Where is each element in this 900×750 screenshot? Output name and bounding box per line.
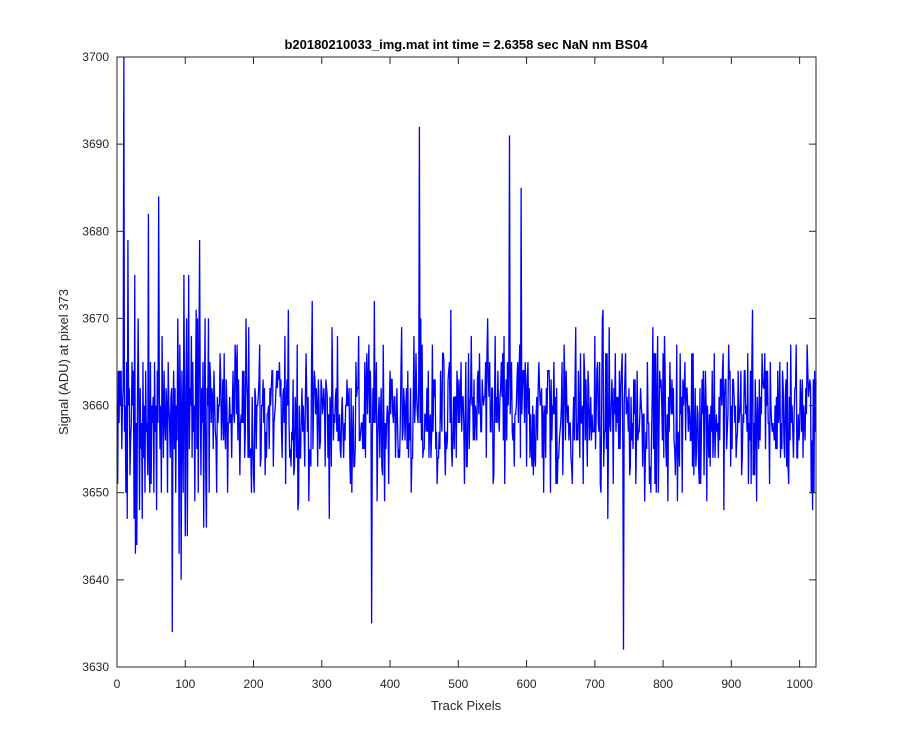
y-tick-label: 3650 bbox=[82, 486, 109, 500]
x-tick-label: 300 bbox=[312, 677, 332, 691]
y-tick-label: 3640 bbox=[82, 573, 109, 587]
y-tick-label: 3690 bbox=[82, 137, 109, 151]
series-line bbox=[117, 56, 817, 650]
x-axis-label: Track Pixels bbox=[431, 698, 502, 713]
axes-box bbox=[116, 56, 817, 668]
y-tick-label: 3700 bbox=[82, 50, 109, 64]
x-tick-label: 100 bbox=[175, 677, 195, 691]
x-tick-label: 800 bbox=[653, 677, 673, 691]
y-tick-label: 3630 bbox=[82, 660, 109, 674]
x-tick-label: 200 bbox=[244, 677, 264, 691]
x-tick-label: 400 bbox=[380, 677, 400, 691]
x-tick-label: 600 bbox=[517, 677, 537, 691]
x-tick-label: 500 bbox=[448, 677, 468, 691]
x-tick-label: 1000 bbox=[786, 677, 813, 691]
x-tick-label: 700 bbox=[585, 677, 605, 691]
x-tick-label: 900 bbox=[721, 677, 741, 691]
x-ticks: 0 100 200 300 400 500 600 700 800 900 1000 bbox=[114, 57, 813, 691]
plot-area bbox=[117, 57, 816, 667]
chart-title: b20180210033_img.mat int time = 2.6358 s… bbox=[284, 37, 648, 52]
y-tick-label: 3660 bbox=[82, 399, 109, 413]
y-tick-label: 3680 bbox=[82, 224, 109, 238]
y-tick-label: 3670 bbox=[82, 311, 109, 325]
x-tick-label: 0 bbox=[114, 677, 121, 691]
y-axis-label: Signal (ADU) at pixel 373 bbox=[56, 289, 71, 435]
series-layer bbox=[117, 56, 817, 650]
y-ticks: 3630 3640 3650 3660 3670 3680 3690 3700 bbox=[82, 50, 816, 674]
